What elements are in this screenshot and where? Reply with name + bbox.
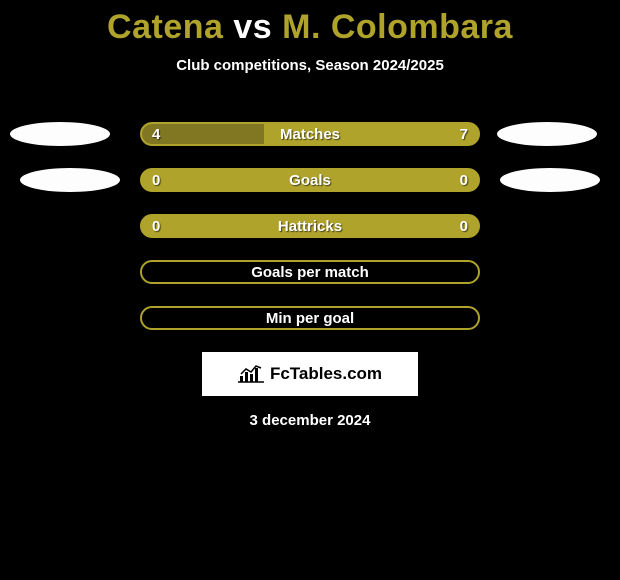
stat-label: Goals per match: [142, 262, 478, 282]
stat-label: Matches: [142, 124, 478, 144]
stat-value-left: 4: [152, 124, 160, 144]
stats-block: Matches47Goals00Hattricks00Goals per mat…: [0, 122, 620, 330]
stat-bar-track: Matches4 7: [140, 122, 480, 146]
subtitle: Club competitions, Season 2024/2025: [0, 57, 620, 74]
stat-bar-track: Goals per match: [140, 260, 480, 284]
player1-marker: [20, 168, 120, 192]
player1-name: Catena: [107, 8, 223, 46]
comparison-title: Catena vs M. Colombara: [0, 0, 620, 47]
stat-label: Hattricks: [142, 216, 478, 236]
stat-bar-track: Min per goal: [140, 306, 480, 330]
stat-row: Hattricks0 0: [0, 214, 620, 238]
player2-name: M. Colombara: [282, 8, 513, 46]
player2-marker: [497, 122, 597, 146]
date-text: 3 december 2024: [0, 412, 620, 429]
brand-badge: FcTables.com: [202, 352, 418, 396]
stat-bar-track: Hattricks0 0: [140, 214, 480, 238]
stat-bar-track: Goals0 0: [140, 168, 480, 192]
stat-row: Min per goal: [0, 306, 620, 330]
stat-label: Goals: [142, 170, 478, 190]
stat-row: Goals per match: [0, 260, 620, 284]
chart-icon: [238, 364, 264, 384]
stat-value-right: 0: [460, 216, 468, 236]
player1-marker: [10, 122, 110, 146]
brand-text: FcTables.com: [270, 364, 382, 384]
stat-value-right: 0: [460, 170, 468, 190]
stat-value-left: 0: [152, 216, 160, 236]
stat-row: Matches4 7: [0, 122, 620, 146]
stat-value-left: 0: [152, 170, 160, 190]
player2-marker: [500, 168, 600, 192]
stat-value-right: 7: [460, 124, 468, 144]
vs-text: vs: [233, 8, 272, 46]
stat-row: Goals0 0: [0, 168, 620, 192]
stat-label: Min per goal: [142, 308, 478, 328]
